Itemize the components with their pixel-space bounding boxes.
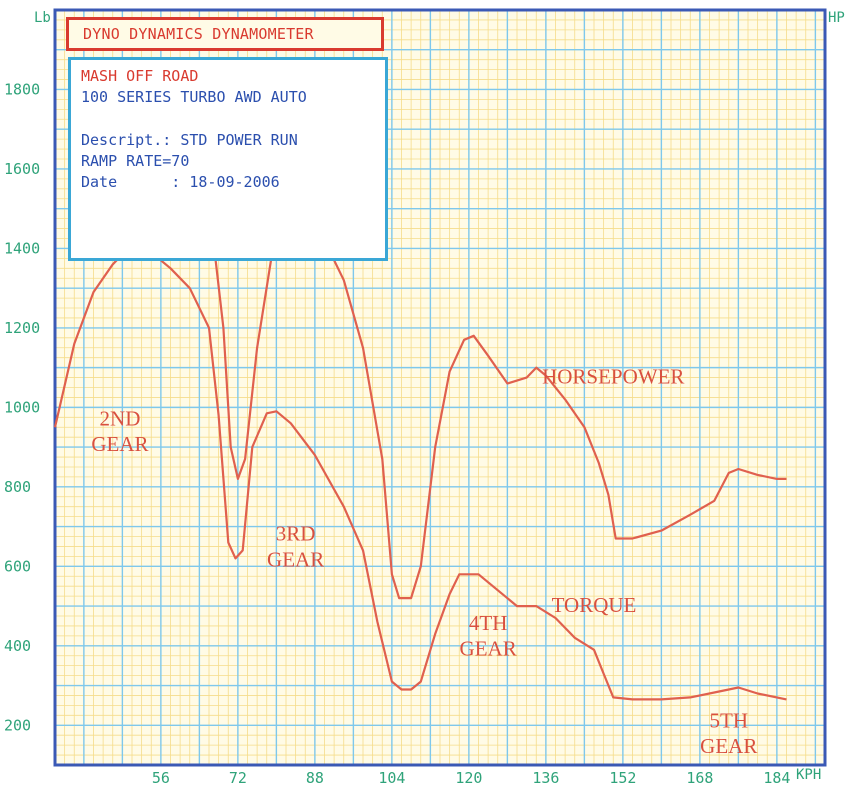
info-date: Date : 18-09-2006 <box>81 173 280 191</box>
annotation-label: GEAR <box>700 734 757 758</box>
right-axis-unit: HP <box>828 10 845 26</box>
chart-title-box: DYNO DYNAMICS DYNAMOMETER <box>66 17 384 51</box>
series-torque-line <box>53 243 787 701</box>
annotation-label: GEAR <box>460 637 517 661</box>
annotation-label: GEAR <box>91 432 148 456</box>
annotation-label: 4TH <box>469 611 508 635</box>
y-tick-label: 1200 <box>4 319 40 337</box>
info-ramp-rate: RAMP RATE=70 <box>81 152 190 170</box>
x-tick-label: 56 <box>152 769 170 786</box>
annotation-label: 5TH <box>710 708 749 732</box>
plot-frame <box>53 8 827 767</box>
x-tick-label: 184 <box>763 769 790 786</box>
info-spacer <box>81 108 385 130</box>
annotation-label: HORSEPOWER <box>542 365 684 389</box>
x-tick-label: 152 <box>609 769 636 786</box>
y-tick-label: 1000 <box>4 398 40 416</box>
series-horsepower-line <box>114 88 787 600</box>
y-tick-label: 800 <box>4 478 31 496</box>
y-tick-label: 1600 <box>4 160 40 178</box>
y-tick-label: 1400 <box>4 239 40 257</box>
annotation-label: 3RD <box>276 521 316 545</box>
annotation-label: 2ND <box>100 406 141 430</box>
y-tick-label: 1800 <box>4 80 40 98</box>
chart-title: DYNO DYNAMICS DYNAMOMETER <box>83 25 314 43</box>
y-tick-label: 200 <box>4 716 31 734</box>
annotation-label: GEAR <box>267 547 324 571</box>
x-axis-unit: KPH <box>796 767 821 783</box>
x-tick-label: 168 <box>686 769 713 786</box>
x-tick-label: 72 <box>229 769 247 786</box>
x-tick-label: 104 <box>378 769 405 786</box>
y-tick-label: 400 <box>4 637 31 655</box>
left-axis-unit: Lb <box>34 10 51 26</box>
x-tick-label: 136 <box>532 769 559 786</box>
info-description: Descript.: STD POWER RUN <box>81 131 298 149</box>
x-tick-label: 88 <box>306 769 324 786</box>
run-info-box: MASH OFF ROAD 100 SERIES TURBO AWD AUTO … <box>68 57 388 261</box>
y-tick-label: 600 <box>4 557 31 575</box>
x-tick-label: 120 <box>455 769 482 786</box>
annotations-layer: HORSEPOWERTORQUE2NDGEAR3RDGEAR4THGEAR5TH… <box>91 365 757 759</box>
info-vehicle: 100 SERIES TURBO AWD AUTO <box>81 88 307 106</box>
ticks-layer: 56 72 88 104 120 136 152 168 184 200 400 600 800 1000… <box>4 80 790 786</box>
info-customer: MASH OFF ROAD <box>81 67 199 85</box>
curves-layer <box>53 88 787 701</box>
annotation-label: TORQUE <box>552 593 637 617</box>
